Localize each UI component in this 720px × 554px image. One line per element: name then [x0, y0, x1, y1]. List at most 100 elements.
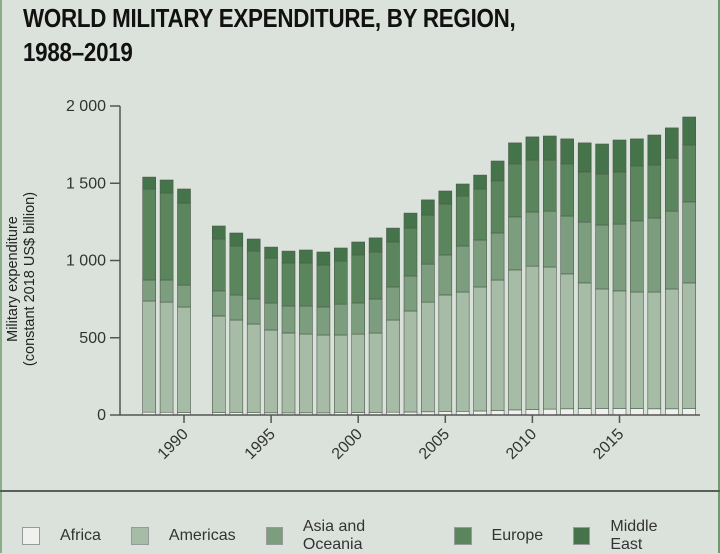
bar-stack: [682, 116, 697, 416]
bar-stack: [229, 232, 244, 416]
bar-segment-asia-and-oceania: [647, 217, 662, 293]
bar-segment-americas: [630, 291, 644, 409]
bar-segment-europe: [351, 254, 366, 304]
bar-stack: [386, 227, 400, 416]
bar-segment-asia-and-oceania: [438, 254, 453, 296]
bar-segment-americas: [246, 323, 261, 413]
legend-item-middle-east: Middle East: [573, 518, 690, 554]
bar-segment-europe: [299, 262, 313, 307]
bar-stack: [403, 212, 418, 416]
bar-stack: [246, 238, 261, 416]
bar-segment-europe: [281, 262, 296, 307]
bar-segment-americas: [368, 332, 383, 413]
bar-segment-americas: [229, 319, 244, 413]
bar-segment-americas: [595, 288, 609, 409]
bar-segment-americas: [508, 269, 522, 411]
chart-title-line1: WORLD MILITARY EXPENDITURE, BY REGION,: [23, 3, 516, 33]
bar-segment-europe: [246, 250, 261, 300]
bar-segment-africa: [508, 409, 522, 416]
legend-label: Europe: [491, 527, 544, 544]
bar-segment-africa: [542, 408, 557, 416]
bar-segment-americas: [647, 291, 662, 410]
bar-segment-asia-and-oceania: [421, 263, 435, 303]
bar-segment-asia-and-oceania: [403, 275, 418, 312]
bar-segment-europe: [612, 171, 627, 225]
bar-segment-americas: [542, 266, 557, 410]
bar-stack: [264, 246, 278, 416]
bar-segment-middle-east: [560, 138, 575, 165]
bar-stack: [612, 139, 627, 416]
bar-segment-asia-and-oceania: [577, 221, 592, 284]
legend-item-asia-and-oceania: Asia and Oceania: [265, 518, 424, 554]
legend-label: Middle East: [610, 518, 658, 553]
bar-segment-asia-and-oceania: [316, 306, 331, 336]
bar-segment-americas: [281, 332, 296, 414]
bar-segment-europe: [159, 192, 174, 281]
bar-segment-middle-east: [612, 139, 627, 173]
bar-stack: [299, 249, 313, 416]
bar-segment-americas: [264, 329, 278, 414]
bar-segment-middle-east: [421, 199, 435, 216]
y-tick-label: 1 500: [66, 175, 106, 192]
bar-segment-asia-and-oceania: [455, 245, 470, 293]
bar-segment-asia-and-oceania: [595, 224, 609, 290]
bar-segment-americas: [455, 291, 470, 412]
bar-segment-americas: [333, 334, 348, 413]
bar-segment-middle-east: [577, 142, 592, 173]
bar-segment-americas: [386, 319, 400, 413]
bar-segment-middle-east: [473, 174, 487, 190]
y-tick-label: 1 000: [66, 253, 106, 270]
bar-segment-middle-east: [490, 160, 505, 182]
bar-stack: [630, 138, 644, 416]
bar-stack: [473, 174, 487, 416]
legend-separator: [0, 490, 720, 492]
bar-segment-europe: [525, 159, 540, 213]
bar-segment-middle-east: [281, 250, 296, 264]
bar-segment-europe: [508, 163, 522, 218]
bar-segment-africa: [595, 408, 609, 416]
bar-segment-middle-east: [368, 237, 383, 253]
bar-stack: [525, 136, 540, 416]
bar-stack: [455, 183, 470, 416]
bar-segment-europe: [142, 188, 156, 281]
legend-label: Americas: [168, 527, 236, 544]
bar-segment-asia-and-oceania: [542, 210, 557, 268]
bar-stack: [212, 225, 226, 416]
bar-stack: [333, 247, 348, 416]
legend-swatch: [22, 527, 40, 545]
legend-item-africa: Africa: [22, 527, 101, 545]
bar-segment-middle-east: [316, 251, 331, 266]
frame-right-border: [718, 0, 720, 553]
bar-segment-asia-and-oceania: [664, 210, 679, 290]
bar-stack: [508, 142, 522, 416]
bar-segment-europe: [630, 165, 644, 222]
bar-segment-middle-east: [630, 138, 644, 167]
bar-segment-middle-east: [455, 183, 470, 197]
bar-segment-europe: [664, 157, 679, 212]
bar-segment-europe: [212, 238, 226, 292]
bar-segment-middle-east: [525, 136, 540, 161]
bar-segment-asia-and-oceania: [682, 201, 697, 284]
y-tick-label: 0: [97, 407, 106, 424]
chart-title-line2: 1988–2019: [23, 37, 133, 67]
x-tick-label: 2010: [503, 426, 540, 463]
bar-segment-asia-and-oceania: [299, 305, 313, 335]
bar-segment-asia-and-oceania: [246, 298, 261, 325]
bar-stack: [316, 251, 331, 416]
bar-segment-asia-and-oceania: [333, 303, 348, 336]
bar-segment-americas: [177, 306, 191, 413]
bar-segment-americas: [403, 310, 418, 413]
bar-stack: [560, 138, 575, 416]
bar-segment-middle-east: [212, 225, 226, 240]
bar-segment-americas: [612, 290, 627, 409]
frame-left-border: [0, 0, 2, 553]
bar-segment-africa: [525, 409, 540, 416]
bar-segment-europe: [542, 159, 557, 212]
bar-segment-americas: [473, 286, 487, 412]
bar-segment-americas: [212, 315, 226, 413]
bar-segment-americas: [421, 301, 435, 413]
bar-segment-middle-east: [438, 190, 453, 205]
bar-segment-americas: [664, 288, 679, 410]
bar-segment-europe: [264, 257, 278, 304]
x-tick-label: 1995: [242, 426, 279, 463]
